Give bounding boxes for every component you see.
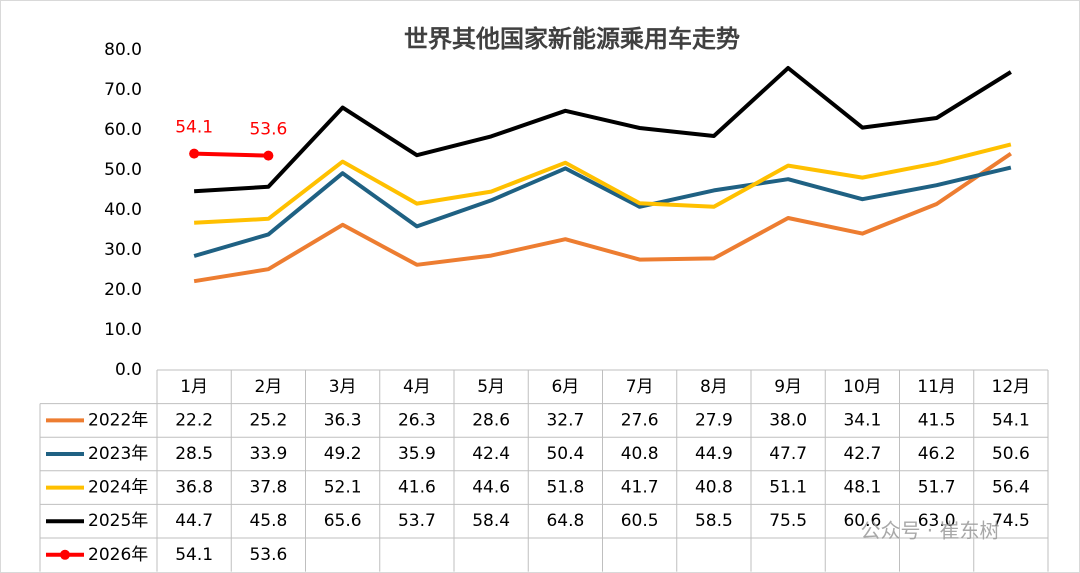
table-cell: 64.8 <box>546 511 584 531</box>
table-cell: 51.8 <box>546 478 584 498</box>
y-tick-label: 20.0 <box>104 280 142 300</box>
table-cell: 58.5 <box>695 511 733 531</box>
legend-marker <box>60 549 70 560</box>
table-cell: 48.1 <box>843 478 881 498</box>
table-cell: 51.1 <box>769 478 807 498</box>
table-cell: 38.0 <box>769 410 807 430</box>
table-cell: 42.4 <box>472 444 510 464</box>
table-cell: 28.5 <box>175 444 213 464</box>
table-cell: 41.5 <box>918 410 956 430</box>
chart-title: 世界其他国家新能源乘用车走势 <box>404 25 740 53</box>
table-cell: 25.2 <box>249 410 287 430</box>
table-cell: 56.4 <box>992 478 1030 498</box>
point <box>263 150 274 161</box>
table-cell: 28.6 <box>472 410 510 430</box>
table-cell: 44.6 <box>472 478 510 498</box>
series-line <box>193 151 1013 284</box>
legend-label: 2025年 <box>88 511 148 531</box>
x-tick-label: 6月 <box>551 377 579 397</box>
series-line <box>193 165 1012 258</box>
table-cell: 51.7 <box>918 478 956 498</box>
series-line <box>194 66 1012 194</box>
x-tick-label: 9月 <box>774 377 802 397</box>
table-cell: 26.3 <box>398 410 436 430</box>
x-tick-label: 11月 <box>917 377 956 397</box>
x-tick-label: 2月 <box>254 377 282 397</box>
y-tick-label: 0.0 <box>115 360 142 380</box>
x-tick-label: 4月 <box>403 377 431 397</box>
table-cell: 75.5 <box>769 511 807 531</box>
x-tick-label: 3月 <box>329 377 357 397</box>
y-tick-label: 50.0 <box>104 160 142 180</box>
y-tick-label: 80.0 <box>104 40 142 60</box>
table-cell: 54.1 <box>992 410 1030 430</box>
data-label: 54.1 <box>175 118 213 138</box>
table-cell: 58.4 <box>472 511 510 531</box>
series-line <box>194 142 1012 225</box>
y-tick-label: 60.0 <box>104 120 142 140</box>
table-cell: 27.6 <box>621 410 659 430</box>
legend-label: 2024年 <box>88 478 148 498</box>
table-cell: 44.9 <box>695 444 733 464</box>
table-cell: 52.1 <box>324 478 362 498</box>
watermark: 公众号 · 崔东树 <box>860 519 999 543</box>
x-tick-label: 7月 <box>626 377 654 397</box>
table-cell: 50.4 <box>546 444 584 464</box>
table-cell: 46.2 <box>918 444 956 464</box>
table-cell: 47.7 <box>769 444 807 464</box>
table-cell: 60.6 <box>843 511 881 531</box>
legend-label: 2022年 <box>88 410 148 430</box>
table-cell: 40.8 <box>695 478 733 498</box>
table-cell: 65.6 <box>324 511 362 531</box>
table-cell: 35.9 <box>398 444 436 464</box>
x-tick-label: 5月 <box>477 377 505 397</box>
table-cell: 33.9 <box>249 444 287 464</box>
table-cell: 36.8 <box>175 478 213 498</box>
table-cell: 54.1 <box>175 545 213 565</box>
x-tick-label: 12月 <box>992 377 1031 397</box>
table-cell: 32.7 <box>546 410 584 430</box>
table-cell: 60.5 <box>621 511 659 531</box>
y-tick-label: 10.0 <box>104 320 142 340</box>
table-cell: 40.8 <box>621 444 659 464</box>
table-cell: 42.7 <box>843 444 881 464</box>
series-line <box>194 151 269 158</box>
table-cell: 74.5 <box>992 511 1030 531</box>
table-cell: 37.8 <box>249 478 287 498</box>
table-cell: 41.6 <box>398 478 436 498</box>
data-label: 53.6 <box>249 120 287 140</box>
table-cell: 27.9 <box>695 410 733 430</box>
table-cell: 44.7 <box>175 511 213 531</box>
table-cell: 45.8 <box>249 511 287 531</box>
table-cell: 41.7 <box>621 478 659 498</box>
table-cell: 34.1 <box>843 410 881 430</box>
table-cell: 53.7 <box>398 511 436 531</box>
legend-label: 2023年 <box>88 444 148 464</box>
x-tick-label: 10月 <box>843 377 882 397</box>
table-cell: 53.6 <box>249 545 287 565</box>
table-cell: 36.3 <box>324 410 362 430</box>
table-cell: 63.0 <box>918 511 956 531</box>
x-tick-label: 1月 <box>180 377 208 397</box>
x-tick-label: 8月 <box>700 377 728 397</box>
table-cell: 22.2 <box>175 410 213 430</box>
table-cell: 50.6 <box>992 444 1030 464</box>
point <box>189 148 200 159</box>
y-tick-label: 40.0 <box>104 200 142 220</box>
table-cell: 49.2 <box>324 444 362 464</box>
y-tick-label: 70.0 <box>104 80 142 100</box>
legend-label: 2026年 <box>88 545 148 565</box>
y-tick-label: 30.0 <box>104 240 142 260</box>
